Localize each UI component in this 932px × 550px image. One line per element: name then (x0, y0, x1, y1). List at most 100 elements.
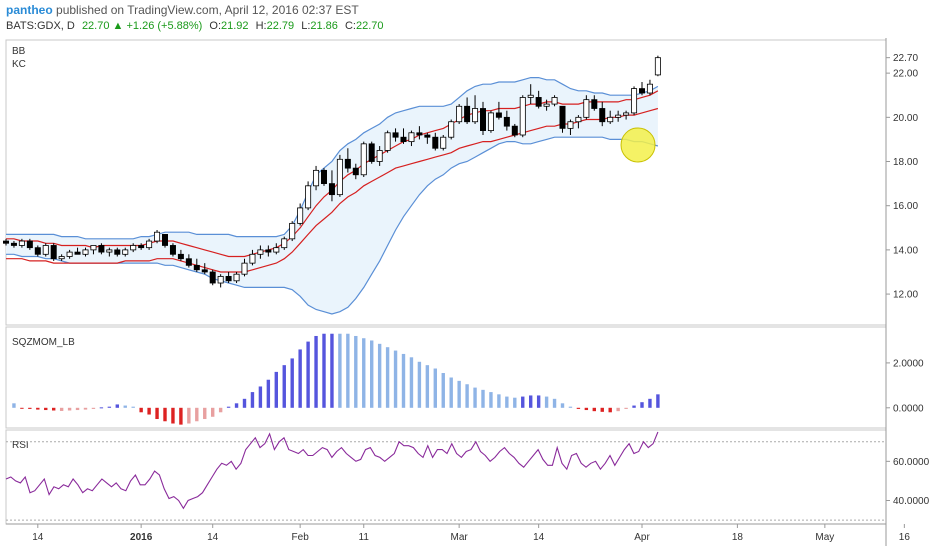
candle-body (320, 169, 327, 185)
momentum-bar (155, 407, 159, 420)
momentum-bar (107, 406, 112, 408)
candle-body (567, 121, 574, 129)
momentum-bar (234, 403, 239, 408)
momentum-tick-label: 0.0000 (893, 403, 924, 414)
momentum-bar (139, 407, 143, 413)
momentum-bar (425, 365, 430, 408)
candle-body (106, 249, 113, 253)
momentum-bar (282, 365, 286, 408)
time-tick-label: Feb (292, 532, 310, 543)
price-tick-label: 22.00 (893, 69, 918, 80)
candle-body (368, 143, 375, 162)
indicator-label-bb: BB (12, 46, 26, 57)
highlight-circle (620, 127, 656, 163)
kc-lower-line (6, 107, 659, 273)
author-link[interactable]: pantheo (6, 3, 53, 17)
momentum-bar (529, 395, 533, 408)
momentum-bar (44, 407, 48, 411)
candle-body (591, 99, 598, 109)
candle-body (50, 245, 57, 260)
momentum-bar (648, 398, 652, 408)
change-arrow-icon: ▲ (112, 20, 124, 32)
candle-body (400, 136, 407, 143)
candle-body (464, 105, 471, 123)
candle-body (257, 249, 264, 255)
time-tick-label: 2016 (130, 532, 153, 543)
momentum-bar (59, 407, 64, 411)
momentum-bar (473, 387, 477, 408)
momentum-bar (314, 335, 318, 408)
momentum-bar (560, 403, 565, 408)
candle-body (344, 158, 351, 169)
price-tick-label: 14.00 (893, 245, 918, 256)
candle-body (305, 185, 312, 209)
momentum-bar (584, 407, 589, 411)
momentum-bar (12, 403, 16, 408)
candle-body (58, 256, 65, 260)
candle-body (74, 251, 81, 255)
momentum-bar (290, 358, 294, 408)
candle-body (384, 132, 391, 151)
price-tick-label: 18.00 (893, 157, 918, 168)
momentum-bar (211, 407, 215, 417)
momentum-bar (242, 398, 247, 408)
momentum-bar (592, 407, 596, 412)
momentum-bar (521, 396, 525, 408)
price-tick-label: 12.00 (893, 290, 918, 301)
candle-body (432, 136, 439, 149)
momentum-bar (433, 368, 437, 408)
candle-body (289, 222, 296, 240)
time-tick-label: 18 (732, 532, 744, 543)
candle-body (249, 253, 256, 264)
candle-body (273, 247, 280, 253)
candle-body (631, 88, 638, 114)
momentum-bar (441, 373, 445, 408)
candle-body (201, 269, 208, 273)
momentum-bar (632, 405, 636, 408)
momentum-bar (497, 394, 501, 408)
momentum-bar (322, 333, 326, 408)
candle-body (495, 112, 502, 118)
time-tick-label: 14 (533, 532, 545, 543)
candle-body (154, 231, 161, 242)
momentum-bar (608, 407, 612, 413)
rsi-tick-label: 60.0000 (893, 457, 930, 468)
momentum-bar (67, 407, 72, 411)
candle-body (456, 105, 463, 123)
momentum-bar (489, 392, 493, 408)
candle-body (416, 132, 423, 136)
low-value: 21.86 (310, 20, 338, 32)
momentum-bar (99, 407, 104, 409)
momentum-bar (218, 407, 223, 413)
panel-frame-3 (5, 429, 887, 525)
candle-body (98, 245, 105, 253)
price-tick-label: 16.00 (893, 201, 918, 212)
momentum-bar (401, 353, 406, 408)
momentum-title: SQZMOM_LB (12, 337, 75, 348)
momentum-bar (536, 395, 541, 408)
candle-body (217, 275, 224, 284)
candle-body (519, 97, 526, 136)
ohlc-legend: BATS:GDX, D 22.70 ▲ +1.26 (+5.88%) O:21.… (6, 20, 384, 32)
momentum-bar (28, 407, 32, 409)
high-label: H: (255, 20, 267, 32)
panel-frame-1 (5, 39, 887, 326)
momentum-bar (624, 407, 628, 409)
candle-body (169, 245, 176, 255)
time-tick-label: May (815, 532, 834, 543)
change-value: +1.26 (+5.88%) (126, 20, 203, 32)
momentum-bar (377, 343, 382, 408)
candle-body (42, 245, 49, 255)
close-value: 22.70 (355, 20, 384, 32)
momentum-bar (449, 377, 453, 408)
last-price: 22.70 (81, 20, 110, 32)
candle-body (360, 143, 367, 176)
candle-body (34, 247, 41, 255)
close-label: C: (344, 20, 356, 32)
time-tick-label: 14 (32, 532, 44, 543)
candle-body (185, 258, 192, 266)
candle-body (487, 112, 494, 131)
candle-body (535, 97, 542, 107)
candle-body (615, 114, 622, 118)
